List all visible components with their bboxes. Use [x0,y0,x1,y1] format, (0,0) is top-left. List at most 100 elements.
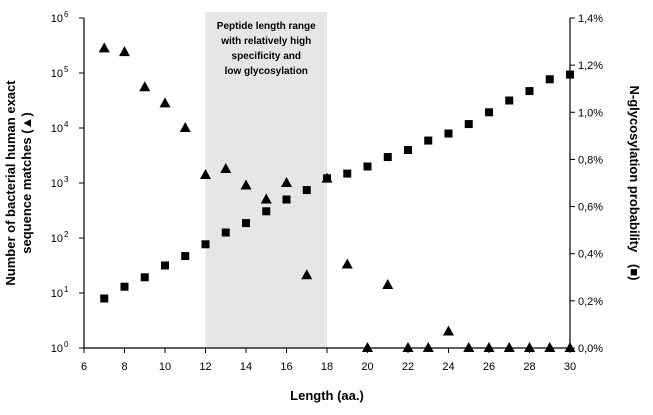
right-y-tick-label: 0,6% [578,202,603,214]
x-tick-label: 10 [159,361,171,373]
right-y-tick-label: 0,4% [578,249,603,261]
square-point [404,146,412,154]
x-tick-label: 20 [361,361,373,373]
right-y-tick-label: 1,2% [578,60,603,72]
square-point [221,228,230,237]
left-y-tick-base: 10 [51,343,63,355]
triangle-point [260,193,272,204]
x-tick-label: 6 [81,361,87,373]
region-annotation-line: low glycosylation [225,66,308,77]
left-y-tick-base: 10 [51,288,63,300]
square-point [161,261,169,270]
left-y-tick-label: 10 [51,343,63,355]
left-y-tick-exponent: 3 [64,175,69,184]
triangle-point [524,342,535,352]
x-tick-label: 22 [402,361,414,373]
triangle-point [463,342,475,352]
square-point [424,136,433,145]
x-tick-label: 18 [321,361,333,373]
square-point [100,294,109,303]
right-y-axis-title: N-glycosylation probability (■) [627,86,642,281]
left-y-tick-exponent: 5 [64,65,69,74]
right-y-tick-label: 0,8% [578,154,603,166]
points-layer [98,42,576,352]
triangle-point [544,342,556,352]
x-axis-title: Length (aa.) [290,388,364,403]
x-tick-label: 30 [564,361,576,373]
region-annotation-line: Peptide length range [217,21,316,32]
x-tick-label: 8 [121,361,127,373]
triangle-point [382,278,394,289]
left-y-tick-label: 10 [51,123,63,135]
triangle-point [341,258,353,269]
triangle-point [159,97,171,108]
square-point [181,252,190,261]
left-y-tick-base: 10 [51,178,63,190]
right-y-tick-label: 0,0% [578,343,603,355]
highlight-region-layer: Peptide length range with relatively high… [205,12,327,348]
x-tick-label: 26 [483,361,495,373]
triangle-point [503,342,515,352]
triangle-point [179,122,191,132]
square-point [566,70,574,79]
triangle-point [443,325,454,336]
triangle-point [139,81,151,92]
square-point [525,87,534,96]
square-point [363,162,372,171]
square-point [444,129,453,138]
left-y-tick-exponent: 4 [64,120,69,129]
square-point [120,282,129,291]
x-tick-label: 28 [523,361,535,373]
left-y-tick-exponent: 2 [64,230,69,239]
triangle-point [301,269,313,280]
left-y-tick-base: 10 [51,123,63,135]
triangle-point [564,342,576,352]
right-y-axis-title-marker: (■) [627,264,642,281]
square-point [323,174,331,183]
labels-layer: Length (aa.) N-glycosylation probability… [3,80,642,403]
left-y-tick-exponent: 0 [64,340,69,349]
triangle-point [220,162,232,173]
triangle-point [422,342,434,352]
left-y-tick-base: 10 [51,68,63,80]
triangle-point [281,177,292,187]
triangle-point [402,342,414,352]
triangle-point [98,42,110,53]
highlight-region [205,12,327,348]
x-tick-label: 12 [199,361,211,373]
triangle-point [362,342,373,352]
triangle-point [240,179,252,190]
triangle-point [483,342,495,352]
square-point [201,240,210,249]
region-annotation-line: specificity and [232,51,301,62]
left-y-tick-label: 10 [51,68,63,80]
left-y-tick-label: 10 [51,13,63,25]
square-point [262,207,271,216]
square-point [383,153,392,162]
left-y-axis-title-line: Number of bacterial human exact [3,80,18,286]
right-y-tick-label: 1,4% [578,13,603,25]
triangle-point [119,46,130,57]
square-point [505,96,514,105]
left-y-tick-base: 10 [51,13,63,25]
left-y-axis-title-line: sequence matches (▲) [19,112,34,253]
right-y-tick-label: 0,2% [578,296,603,308]
square-point [302,186,311,195]
triangle-point [200,168,211,179]
left-y-tick-exponent: 6 [64,10,69,19]
x-tick-label: 16 [280,361,292,373]
square-point [485,108,493,117]
square-point [282,195,291,204]
square-point [545,75,554,84]
square-point [464,120,473,129]
square-point [343,169,352,178]
left-y-tick-base: 10 [51,233,63,245]
left-y-tick-label: 10 [51,178,63,190]
left-y-tick-exponent: 1 [64,285,69,294]
region-annotation-line: with relatively high [220,36,311,47]
x-tick-label: 24 [442,361,454,373]
square-point [140,273,149,282]
